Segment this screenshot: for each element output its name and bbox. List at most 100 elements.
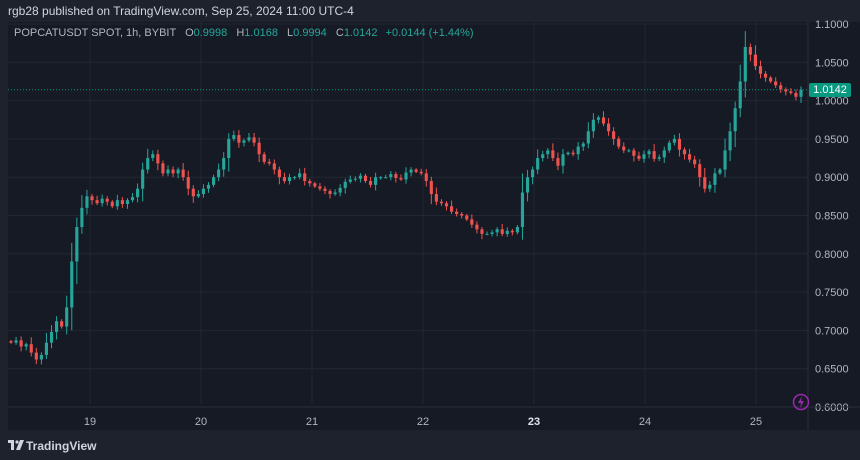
candle-body	[490, 232, 494, 234]
open-label: O	[185, 27, 194, 39]
candle-body	[586, 131, 590, 144]
candle-body	[748, 46, 752, 55]
close-value: 1.0142	[343, 27, 378, 39]
candle-body	[769, 77, 773, 82]
candle-body	[475, 224, 479, 230]
candle-body	[713, 173, 717, 185]
candle-body	[201, 188, 206, 195]
candle-body	[267, 161, 271, 164]
candle-body	[561, 154, 565, 166]
candle-body	[455, 211, 459, 214]
candle-body	[419, 171, 423, 174]
candle-body	[95, 200, 99, 204]
x-tick-label: 20	[195, 416, 207, 428]
candle-body	[667, 142, 671, 151]
candle-body	[531, 169, 535, 178]
candle-body	[394, 174, 398, 178]
candle-body	[617, 138, 621, 147]
candle-body	[323, 188, 327, 191]
candle-body	[657, 157, 661, 159]
candle-body	[318, 186, 322, 189]
candle-body	[541, 154, 545, 159]
candle-body	[576, 146, 580, 155]
candle-body	[191, 188, 195, 197]
y-tick-label: 1.0000	[815, 96, 849, 108]
candle-body	[429, 181, 433, 195]
candle-body	[44, 342, 49, 355]
footer: TradingView	[0, 430, 860, 460]
candle-body	[368, 181, 373, 185]
y-tick-label: 0.7000	[815, 325, 849, 337]
candle-body	[222, 158, 226, 170]
candle-body	[581, 143, 585, 147]
candle-body	[181, 169, 185, 178]
candle-body	[698, 164, 702, 178]
candle-body	[779, 85, 783, 90]
published-text: rgb28 published on TradingView.com, Sep …	[8, 4, 354, 18]
candle-body	[14, 340, 18, 343]
candle-body	[758, 66, 763, 74]
change-value: +0.0144 (+1.44%)	[385, 27, 474, 39]
candle-body	[120, 200, 124, 205]
candle-body	[110, 201, 114, 207]
candle-body	[404, 172, 408, 180]
candle-body	[34, 352, 38, 360]
candle-body	[682, 149, 687, 155]
candle-body	[136, 188, 140, 198]
candle-body	[206, 184, 211, 189]
open-value: 0.9998	[193, 27, 228, 39]
candle-body	[677, 138, 682, 150]
candle-body	[151, 154, 155, 159]
candle-body	[277, 169, 281, 178]
candle-body	[693, 159, 697, 165]
candle-body	[566, 152, 570, 155]
candle-body	[237, 135, 241, 143]
candle-body	[308, 181, 312, 184]
candle-body	[414, 169, 418, 172]
candle-body	[612, 131, 616, 139]
candle-body	[500, 229, 504, 234]
candle-body	[733, 108, 737, 132]
candle-body	[688, 154, 692, 160]
candle-body	[536, 158, 540, 170]
candle-body	[642, 154, 646, 159]
candle-body	[606, 123, 611, 132]
candle-body	[434, 194, 438, 202]
candle-body	[424, 173, 428, 182]
candle-body	[105, 198, 109, 202]
y-tick-label: 1.1000	[815, 19, 849, 31]
candle-body	[363, 175, 368, 182]
candle-body	[211, 177, 216, 185]
candle-body	[662, 150, 666, 158]
candle-body	[672, 138, 676, 143]
candle-body	[90, 196, 94, 201]
candle-body	[374, 177, 378, 185]
candle-body	[171, 169, 175, 174]
candle-body	[601, 117, 606, 124]
candle-body	[176, 169, 180, 174]
candle-body	[70, 261, 74, 308]
candle-body	[141, 169, 145, 189]
candle-body	[379, 177, 383, 179]
candle-body	[652, 151, 656, 159]
candle-body	[571, 152, 575, 155]
low-label: L	[287, 27, 294, 39]
lightning-icon[interactable]	[792, 393, 810, 416]
candle-body	[591, 119, 595, 132]
candle-body	[353, 178, 357, 180]
candle-body	[247, 137, 251, 141]
candle-body	[738, 81, 742, 109]
candle-body	[125, 200, 130, 205]
x-tick-label: 24	[639, 416, 651, 428]
x-tick-label: 19	[84, 416, 96, 428]
candle-body	[485, 233, 489, 235]
candle-body	[718, 169, 722, 174]
y-tick-label: 0.6500	[815, 364, 849, 376]
candle-body	[338, 187, 342, 193]
candle-body	[348, 179, 352, 182]
candle-body	[49, 331, 54, 343]
candle-body	[65, 307, 69, 327]
candle-body	[282, 177, 287, 182]
candle-body	[9, 341, 13, 343]
